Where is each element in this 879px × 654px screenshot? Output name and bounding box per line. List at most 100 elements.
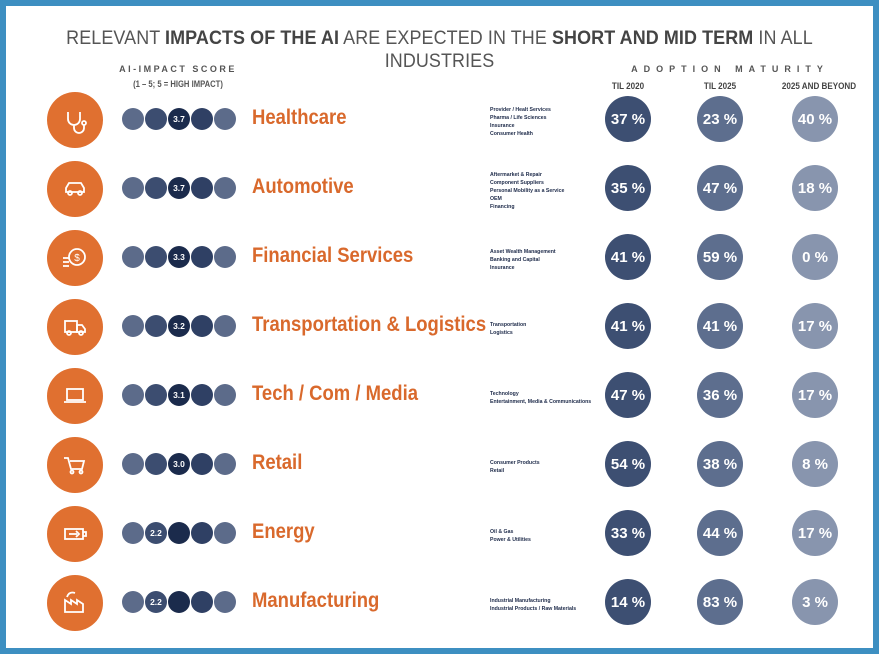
adoption-percent: 54 % <box>605 441 651 487</box>
sub-segment: Aftermarket & Repair <box>490 172 542 178</box>
sub-segment: Consumer Health <box>490 131 533 137</box>
adoption-percent: 83 % <box>697 579 743 625</box>
industry-icon-badge: $ <box>47 230 103 286</box>
score-dot <box>145 108 167 130</box>
sub-segment: Banking and Capital <box>490 257 540 263</box>
column-beyond-2025: 2025 AND BEYOND <box>781 81 857 92</box>
sub-segment: Asset Wealth Management <box>490 249 556 255</box>
sub-segment: Industrial Manufacturing <box>490 598 551 604</box>
adoption-percent: 8 % <box>792 441 838 487</box>
score-dot-value: 3.3 <box>168 246 190 268</box>
industry-icon-badge <box>47 506 103 562</box>
sub-segments: Oil & Gas Power & Utilities <box>490 509 531 563</box>
industry-row: 2.2 Manufacturing Industrial Manufacturi… <box>0 570 879 639</box>
score-dot <box>122 246 144 268</box>
impact-score-dots: 2.2 <box>122 591 236 613</box>
industry-name: Tech / Com / Media <box>252 382 419 405</box>
adoption-percent: 47 % <box>697 165 743 211</box>
score-dot <box>191 591 213 613</box>
impact-score-dots: 3.7 <box>122 177 236 199</box>
adoption-percent: 44 % <box>697 510 743 556</box>
sub-segment: Logistics <box>490 330 513 336</box>
adoption-percent: 18 % <box>792 165 838 211</box>
score-dot <box>191 246 213 268</box>
sub-segment: Transportation <box>490 322 527 328</box>
score-dot <box>122 384 144 406</box>
industry-name: Automotive <box>252 175 354 198</box>
column-til-2020: TIL 2020 <box>611 81 645 92</box>
adoption-percent: 41 % <box>697 303 743 349</box>
sub-segments: Aftermarket & Repair Component Suppliers P… <box>490 164 564 218</box>
industry-row: 3.7 Automotive Aftermarket & Repair Compo… <box>0 156 879 225</box>
sub-segments: Technology Entertainment, Media & Communi… <box>490 371 591 425</box>
score-dot <box>145 384 167 406</box>
industry-row: 3.1 Tech / Com / Media Technology Enterta… <box>0 363 879 432</box>
impact-score-dots: 3.3 <box>122 246 236 268</box>
sub-segments: Industrial Manufacturing Industrial Produ… <box>490 578 576 632</box>
adoption-percent: 33 % <box>605 510 651 556</box>
sub-segment: Provider / Healt Services <box>490 107 551 113</box>
score-dot <box>145 177 167 199</box>
industry-row: $ 3.3 Financial Services Asset Wealth Ma… <box>0 225 879 294</box>
score-dot <box>122 522 144 544</box>
cart-icon <box>64 457 86 475</box>
industry-name: Energy <box>252 520 315 543</box>
adoption-percent: 17 % <box>792 372 838 418</box>
score-dot-value: 3.0 <box>168 453 190 475</box>
adoption-header: ADOPTION MATURITY <box>631 64 829 74</box>
score-dot <box>191 384 213 406</box>
svg-text:$: $ <box>74 253 80 264</box>
score-dot-value: 3.1 <box>168 384 190 406</box>
score-scale: (1 – 5; 5 = HIGH IMPACT) <box>133 79 223 89</box>
score-dot-value: 2.2 <box>145 522 167 544</box>
score-dot <box>145 315 167 337</box>
adoption-percent: 17 % <box>792 510 838 556</box>
sub-segment: OEM <box>490 196 502 202</box>
adoption-percent: 36 % <box>697 372 743 418</box>
impact-score-dots: 3.1 <box>122 384 236 406</box>
industry-name: Retail <box>252 451 303 474</box>
score-dot <box>214 591 236 613</box>
industry-row: 3.7 Healthcare Provider / Healt Services… <box>0 87 879 156</box>
industry-name: Financial Services <box>252 244 414 267</box>
impact-score-dots: 3.0 <box>122 453 236 475</box>
score-dot <box>122 108 144 130</box>
impact-score-dots: 3.7 <box>122 108 236 130</box>
stethoscope-icon <box>67 112 87 134</box>
score-dot <box>122 453 144 475</box>
score-dot <box>214 246 236 268</box>
score-dot <box>191 177 213 199</box>
score-dot <box>214 384 236 406</box>
score-dot <box>191 453 213 475</box>
score-dot-value: 2.2 <box>145 591 167 613</box>
industry-icon-badge <box>47 368 103 424</box>
score-dot <box>145 453 167 475</box>
sub-segments: Provider / Healt Services Pharma / Life S… <box>490 95 551 149</box>
score-dot <box>145 246 167 268</box>
coins-icon: $ <box>63 248 86 267</box>
score-dot <box>168 522 190 544</box>
column-til-2025: TIL 2025 <box>703 81 737 92</box>
adoption-percent: 23 % <box>697 96 743 142</box>
score-dot <box>168 591 190 613</box>
sub-segment: Retail <box>490 468 505 474</box>
score-dot <box>214 315 236 337</box>
adoption-percent: 40 % <box>792 96 838 142</box>
score-dot <box>122 591 144 613</box>
industry-row: 3.0 Retail Consumer Products Retail 54 % 3… <box>0 432 879 501</box>
adoption-percent: 47 % <box>605 372 651 418</box>
battery-icon <box>64 528 87 540</box>
industry-name: Manufacturing <box>252 589 380 612</box>
sub-segments: Consumer Products Retail <box>490 440 540 494</box>
industry-icon-badge <box>47 575 103 631</box>
score-dot <box>214 177 236 199</box>
sub-segment: Oil & Gas <box>490 529 514 535</box>
score-dot <box>122 315 144 337</box>
adoption-percent: 37 % <box>605 96 651 142</box>
score-dot-value: 3.7 <box>168 177 190 199</box>
industry-icon-badge <box>47 299 103 355</box>
sub-segment: Financing <box>490 204 515 210</box>
sub-segment: Personal Mobility as a Service <box>490 188 565 194</box>
industry-name: Transportation & Logistics <box>252 313 487 336</box>
adoption-percent: 35 % <box>605 165 651 211</box>
